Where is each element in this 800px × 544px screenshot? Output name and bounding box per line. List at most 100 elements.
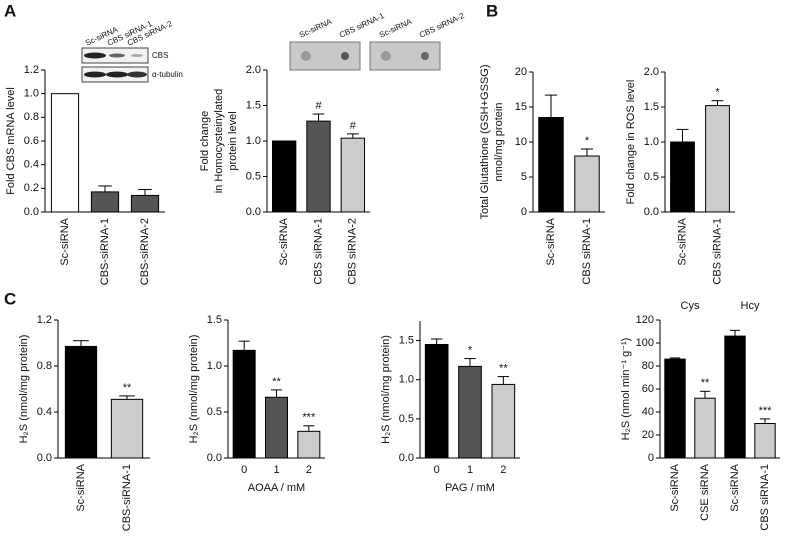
y-tick-label: 1.0 (24, 88, 39, 100)
dot-blot: Sc-siRNA CBS siRNA-1 Sc-siRNA CBS siRNA-… (289, 11, 466, 71)
blot-row-label: α-tubulin (152, 70, 183, 79)
significance-label: ** (499, 362, 508, 374)
x-axis-label: PAG / mM (445, 482, 495, 494)
y-axis-label: Fold CBS mRNA level (5, 87, 17, 195)
significance-label: * (715, 87, 720, 99)
bar (574, 155, 600, 213)
y-tick-label: 1.0 (644, 136, 659, 148)
y-tick-label: 20 (515, 66, 527, 78)
y-axis-label: H₂S (nmol/mg protein) (18, 335, 30, 444)
y-tick-label: 1.5 (207, 314, 222, 326)
y-axis-label: H₂S (nmol min⁻¹ g⁻¹) (620, 338, 632, 441)
y-tick-label: 0 (521, 206, 527, 218)
significance-label: *** (759, 405, 773, 417)
group-label: Cys (681, 300, 700, 312)
y-tick-label: 0.5 (246, 170, 261, 182)
x-tick-label: 1 (273, 464, 279, 476)
x-tick-label: 0 (434, 464, 440, 476)
bar (306, 120, 331, 213)
bar (491, 383, 516, 459)
x-tick-label: CBS siRNA-1 (711, 218, 723, 285)
y-axis-label: protein level (227, 111, 239, 170)
x-tick-label: CBS siRNA-1 (759, 464, 771, 531)
y-axis-label: H₂S (nmol/mg protein) (188, 335, 200, 444)
blot-row-label: CBS (152, 51, 168, 60)
y-tick-label: 1.0 (399, 374, 414, 386)
y-tick-label: 0.4 (37, 406, 52, 418)
panel-label: C (4, 289, 16, 308)
bar (754, 423, 776, 459)
bar (458, 365, 482, 459)
y-tick-label: 1.5 (644, 101, 659, 113)
significance-label: # (315, 100, 322, 112)
significance-label: ** (701, 377, 710, 389)
y-tick-label: 2.0 (644, 66, 659, 78)
y-axis-label: nmol/mg protein (493, 103, 505, 182)
x-tick-label: 2 (500, 464, 506, 476)
y-tick-label: 0.8 (24, 111, 39, 123)
y-tick-label: 0.5 (207, 406, 222, 418)
group-label: Hcy (741, 300, 760, 312)
x-tick-label: CBS-siRNA-2 (139, 218, 151, 285)
western-blot: Sc-siRNA CBS siRNA-1 CBS siRNA-2 CBS α-t… (81, 19, 183, 83)
x-tick-label: Sc-siRNA (669, 463, 681, 511)
y-tick-label: 1.0 (207, 360, 222, 372)
significance-label: * (468, 344, 473, 356)
x-tick-label: CBS siRNA-1 (581, 218, 593, 285)
bar (265, 396, 288, 459)
y-tick-label: 0.5 (644, 171, 659, 183)
x-tick-label: Sc-siRNA (729, 463, 741, 511)
x-tick-label: 2 (306, 464, 312, 476)
x-tick-label: CBS siRNA-1 (312, 218, 324, 285)
x-tick-label: Sc-siRNA (278, 217, 290, 265)
y-axis-label: H₂S (nmol/mg protein) (380, 335, 392, 444)
bar (297, 430, 321, 459)
panel-label: A (4, 1, 16, 20)
x-tick-label: 1 (467, 464, 473, 476)
y-tick-label: 120 (636, 314, 654, 326)
y-tick-label: 0.4 (24, 159, 39, 171)
significance-label: ** (123, 382, 132, 394)
y-tick-label: 0.0 (37, 452, 52, 464)
bar (340, 137, 366, 213)
blot-lane-label: CBS siRNA-2 (418, 11, 466, 40)
significance-label: ** (272, 376, 281, 388)
blot-lane-label: Sc-siRNA (298, 17, 334, 40)
y-tick-label: 2.0 (246, 64, 261, 76)
x-tick-label: Sc-siRNA (75, 463, 87, 511)
bar (724, 335, 746, 459)
y-tick-label: 10 (515, 136, 527, 148)
significance-label: * (585, 135, 590, 147)
bar (232, 349, 256, 459)
bar (664, 358, 686, 459)
x-tick-label: CBS-siRNA-1 (99, 218, 111, 285)
bar (64, 345, 98, 459)
y-tick-label: 1.2 (37, 314, 52, 326)
y-axis-label: in Homocysteinylated (213, 89, 225, 194)
y-tick-label: 0.0 (207, 452, 222, 464)
bar (424, 343, 449, 459)
significance-label: # (350, 120, 357, 132)
y-tick-label: 0.5 (399, 413, 414, 425)
x-tick-label: Sc-siRNA (676, 217, 688, 265)
y-tick-label: 60 (642, 383, 654, 395)
y-tick-label: 0.0 (246, 206, 261, 218)
y-tick-label: 15 (515, 101, 527, 113)
y-tick-label: 1.5 (246, 99, 261, 111)
x-tick-label: Sc-siRNA (59, 217, 71, 265)
y-tick-label: 20 (642, 429, 654, 441)
y-tick-label: 0.0 (399, 452, 414, 464)
bar (538, 117, 564, 213)
y-tick-label: 0.0 (24, 206, 39, 218)
bar (110, 398, 144, 459)
x-tick-label: 0 (241, 464, 247, 476)
y-tick-label: 0.6 (24, 135, 39, 147)
x-tick-label: Sc-siRNA (545, 217, 557, 265)
bar (50, 93, 80, 213)
y-tick-label: 40 (642, 406, 654, 418)
x-axis-label: AOAA / mM (248, 482, 305, 494)
y-tick-label: 1.0 (246, 135, 261, 147)
significance-label: *** (302, 412, 316, 424)
